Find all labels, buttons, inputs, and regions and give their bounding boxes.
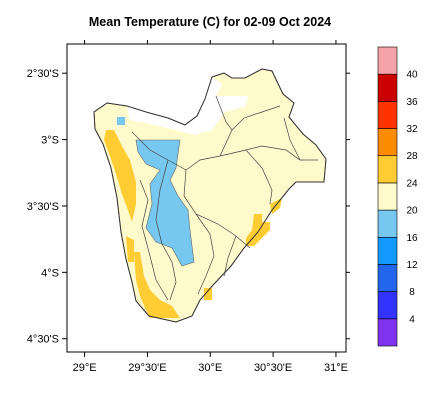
page-title: Mean Temperature (C) for 02-09 Oct 2024 <box>88 15 332 29</box>
x-tick-label: 29°30'E <box>128 362 166 374</box>
colorbar-label: 24 <box>406 178 418 189</box>
colorbar-swatch <box>377 236 398 265</box>
colorbar-label: 28 <box>406 151 418 162</box>
colorbar-swatch <box>377 291 398 320</box>
colorbar-swatch <box>377 46 398 75</box>
colorbar-swatch <box>377 73 398 102</box>
colorbar-label: 16 <box>406 233 418 244</box>
province-boundaries <box>131 95 318 301</box>
colorbar-swatch <box>377 318 398 347</box>
x-tick-label: 31°E <box>324 362 348 374</box>
x-tick-label: 29°E <box>73 362 97 374</box>
colorbar-label: 8 <box>409 287 415 298</box>
warm-zone-south <box>204 288 212 300</box>
north-white-area <box>127 77 248 135</box>
colorbar-swatch <box>377 264 398 292</box>
y-tick-label: 4°S <box>41 267 59 279</box>
colorbar-swatch <box>377 128 398 157</box>
colorbar-label: 12 <box>406 260 418 271</box>
warm-zone-west-center <box>126 236 134 262</box>
y-tick-label: 2°30'S <box>27 68 59 80</box>
colorbar-swatch <box>377 182 398 211</box>
country-outline <box>93 68 327 323</box>
x-tick-label: 30°30'E <box>254 362 292 374</box>
colorbar: 4 8 12 16 20 24 28 32 36 40 <box>377 46 418 347</box>
cool-zone-north <box>117 117 125 125</box>
warm-zone-west <box>104 130 136 222</box>
cool-zone-main <box>135 139 195 267</box>
y-tick-label: 4°30'S <box>27 334 59 346</box>
colorbar-label: 40 <box>406 70 418 81</box>
y-tick-label: 3°S <box>41 135 59 147</box>
warm-zone-southwest <box>134 252 180 318</box>
y-tick-label: 3°30'S <box>27 201 59 213</box>
colorbar-swatch <box>377 155 398 184</box>
colorbar-swatch <box>377 209 398 238</box>
colorbar-swatch <box>377 101 398 129</box>
colorbar-label: 32 <box>406 124 418 135</box>
colorbar-label: 4 <box>409 314 415 325</box>
x-tick-label: 30°E <box>198 362 222 374</box>
axis-ticks: 29°E 29°30'E 30°E 30°30'E 31°E 2°30'S 3°S 3°30'… <box>27 40 350 374</box>
colorbar-label: 20 <box>406 206 418 217</box>
colorbar-label: 36 <box>406 97 418 108</box>
